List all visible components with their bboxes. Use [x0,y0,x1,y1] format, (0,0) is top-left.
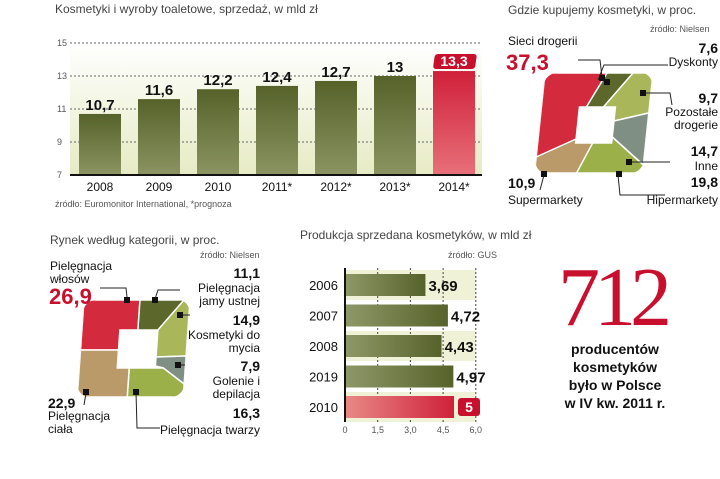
bar [197,89,239,175]
bar [256,85,298,175]
value-badge [458,398,480,416]
slice-label-cialo: Pielęgnacja ciała [48,409,111,436]
note-line: w IV kw. 2011 r. [564,395,666,411]
chart2-title: Gdzie kupujemy kosmetyki, w proc. [508,3,697,17]
y-tick-label: 2006 [309,278,338,293]
x-tick-label: 3,0 [404,425,417,435]
y-tick-label: 15 [57,38,67,48]
x-tick-label: 2011* [262,180,293,194]
producer-count: 712 [558,251,672,344]
value-label: 12,7 [321,64,350,81]
chart3-title: Rynek według kategorii, w proc. [50,233,220,247]
bar [345,335,442,357]
bar [345,274,426,296]
x-tick-label: 2013* [379,180,411,194]
slice-value-wlosy: 26,9 [49,284,92,309]
x-tick-label: 2009 [146,180,173,194]
y-tick-label: 7 [57,170,62,180]
value-label: 3,69 [428,278,457,295]
value-label: 10,7 [85,97,114,114]
slice-value-super: 10,9 [508,175,536,191]
chart1-title: Kosmetyki i wyroby toaletowe, sprzedaż, … [55,2,318,16]
value-badge [433,54,477,70]
slice-label-dyskonty: Dyskonty [668,55,718,69]
chart4-source: źródło: GUS [448,250,498,260]
value-label: 4,72 [451,309,480,326]
slice-value-hiper: 19,8 [690,174,718,190]
slice-label-pozostale: Pozostałe drogerie [665,105,718,132]
bar [345,304,448,327]
y-tick-label: 2007 [309,309,338,324]
value-label: 12,2 [203,72,232,89]
chart4-title: Produkcja sprzedana kosmetyków, w mld zł [300,228,532,242]
bar [79,113,121,175]
x-tick-label: 2008 [87,180,114,194]
bar [315,80,357,175]
chart3-source: źródło: Nielsen [200,250,260,260]
slice-label-mycie: Kosmetyki do mycia [187,328,260,355]
slice-label-inne: Inne [694,159,718,173]
value-label: 12,4 [262,69,292,86]
y-tick-label: 13 [57,71,67,81]
production-bar-chart: 0 1,5 3,0 4,5 6,0 2006 3,69 2007 4,72 2008 4,43 201… [309,268,486,435]
value-label: 4,97 [456,370,485,387]
value-label: 11,6 [145,82,173,99]
slice-value-inne: 14,7 [690,143,718,159]
sales-bar-chart: 15 13 11 9 7 10,7 2008 11,6 2009 12,2 2010 12,4 2011… [57,38,482,194]
x-tick-label: 4,5 [437,425,450,435]
value-label: 13 [387,59,404,76]
category-share-chart [77,287,190,429]
bar [345,396,454,418]
slice-wlosy [79,300,141,351]
slice-value-pozostale: 9,7 [698,90,718,106]
slice-label-sieci: Sieci drogerii [508,34,578,48]
x-tick-label: 0 [342,425,347,435]
y-tick-label: 2008 [309,339,338,354]
slice-label-golenie: Golenie i depilacja [212,374,260,401]
y-tick-label: 2019 [309,370,338,385]
slice-label-twarz: Pielęgnacja twarzy [159,423,260,437]
slice-value-golenie: 7,9 [240,358,260,374]
value-label: 13,3 [440,53,467,69]
x-tick-label: 6,0 [470,425,483,435]
slice-value-mycie: 14,9 [232,312,260,328]
y-tick-label: 2010 [309,400,338,415]
store-share-chart [534,59,673,196]
value-label: 4,43 [445,339,474,356]
slice-label-hiper: Hipermarkety [646,193,718,207]
note-line: producentów [571,341,659,357]
slice-label-jama: Pielęgnacja jamy ustnej [197,281,260,308]
slice-super [534,137,594,173]
value-label: 5 [465,399,473,415]
x-tick-label: 1,5 [371,425,384,435]
bar [433,71,475,175]
x-tick-label: 2012* [320,180,352,194]
slice-value-sieci: 37,3 [506,50,549,75]
note-line: było w Polsce [568,377,662,393]
x-tick-label: 2014* [438,180,470,194]
slice-value-jama: 11,1 [233,265,260,281]
slice-value-twarz: 16,3 [232,405,260,421]
bar [374,76,416,175]
slice-cialo [77,349,131,397]
y-tick-label: 11 [57,104,66,114]
slice-label-wlosy: Pielęgnacja włosów [50,259,113,286]
y-tick-label: 9 [57,137,62,147]
x-tick-label: 2010 [205,180,232,194]
chart1-source: źródło: Euromonitor International, *prog… [55,199,232,209]
bar [138,99,180,175]
slice-label-super: Supermarkety [508,193,583,207]
chart2-source: źródło: Nielsen [650,24,710,34]
note-line: kosmetyków [572,359,658,375]
bar [345,365,454,388]
slice-value-cialo: 22,9 [48,395,76,411]
producer-note: producentów kosmetyków było w Polsce w I… [540,340,690,412]
slice-value-dyskonty: 7,6 [698,40,718,56]
